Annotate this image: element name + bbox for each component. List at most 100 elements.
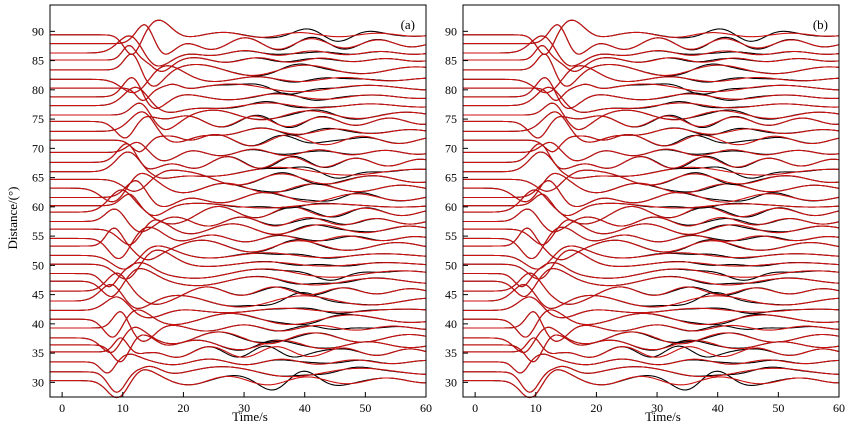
synthetic-trace bbox=[463, 337, 840, 358]
y-tick-label: 80 bbox=[445, 83, 457, 97]
synthetic-trace bbox=[50, 369, 427, 399]
observed-trace bbox=[463, 83, 840, 101]
x-tick-label: 20 bbox=[177, 401, 189, 415]
synthetic-trace bbox=[50, 219, 427, 246]
panel-a-frame bbox=[49, 4, 427, 398]
synthetic-trace bbox=[463, 141, 840, 162]
y-tick-label: 80 bbox=[32, 83, 44, 97]
synthetic-trace bbox=[50, 193, 426, 217]
x-tick-label: 0 bbox=[59, 401, 65, 415]
synthetic-trace bbox=[50, 141, 427, 162]
synthetic-trace bbox=[50, 35, 427, 67]
x-tick-label: 0 bbox=[472, 401, 478, 415]
x-tick-label: 30 bbox=[651, 401, 663, 415]
synthetic-trace bbox=[50, 151, 427, 179]
synthetic-trace bbox=[50, 262, 427, 288]
observed-trace bbox=[50, 268, 427, 298]
synthetic-trace bbox=[50, 365, 427, 393]
synthetic-trace bbox=[463, 133, 840, 153]
synthetic-trace bbox=[50, 53, 427, 87]
synthetic-trace bbox=[50, 19, 427, 55]
panel-a-y-ticks: 30 35 40 45 50 55 60 65 70 75 80 85 90 bbox=[32, 24, 55, 389]
y-tick-label: 65 bbox=[32, 171, 44, 185]
x-tick-label: 10 bbox=[117, 401, 129, 415]
observed-trace bbox=[50, 262, 427, 288]
synthetic-trace bbox=[463, 272, 840, 305]
y-tick-label: 50 bbox=[445, 258, 457, 272]
synthetic-trace bbox=[463, 268, 840, 298]
y-tick-label: 45 bbox=[445, 288, 457, 302]
synthetic-trace bbox=[463, 83, 840, 101]
synthetic-trace bbox=[463, 86, 839, 113]
synthetic-trace bbox=[50, 296, 426, 319]
synthetic-trace bbox=[463, 283, 840, 309]
synthetic-trace bbox=[463, 53, 840, 87]
y-axis-title: Distance/(°) bbox=[5, 187, 20, 250]
synthetic-trace bbox=[50, 309, 427, 338]
synthetic-trace bbox=[50, 337, 427, 358]
synthetic-trace bbox=[463, 208, 840, 233]
synthetic-trace bbox=[50, 102, 427, 131]
y-tick-label: 55 bbox=[445, 229, 457, 243]
synthetic-trace bbox=[463, 369, 840, 399]
observed-trace bbox=[463, 19, 840, 55]
synthetic-trace bbox=[463, 249, 840, 280]
panel-b-x-ticks: 0 10 20 30 40 50 60 bbox=[472, 392, 845, 415]
synthetic-trace bbox=[463, 262, 840, 288]
synthetic-trace bbox=[463, 111, 840, 143]
panel-a-x-axis-title: Time/s bbox=[232, 409, 268, 424]
x-tick-label: 50 bbox=[772, 401, 784, 415]
y-tick-label: 85 bbox=[32, 54, 44, 68]
x-tick-label: 40 bbox=[299, 401, 311, 415]
y-tick-label: 40 bbox=[32, 317, 44, 331]
synthetic-trace bbox=[463, 227, 840, 261]
y-tick-label: 70 bbox=[445, 141, 457, 155]
observed-trace bbox=[463, 45, 840, 72]
synthetic-trace bbox=[50, 245, 427, 270]
synthetic-trace bbox=[50, 180, 427, 208]
panel-b-y-ticks: 30 35 40 45 50 55 60 65 70 75 80 85 90 bbox=[445, 24, 468, 389]
synthetic-trace bbox=[50, 83, 427, 101]
synthetic-trace bbox=[50, 77, 427, 109]
y-tick-label: 40 bbox=[445, 317, 457, 331]
panel-a-x-ticks: 0 10 20 30 40 50 60 bbox=[59, 392, 432, 415]
synthetic-trace bbox=[463, 219, 840, 246]
synthetic-trace bbox=[463, 180, 840, 208]
x-tick-label: 10 bbox=[530, 401, 542, 415]
synthetic-trace bbox=[50, 111, 427, 143]
y-tick-label: 60 bbox=[32, 200, 44, 214]
synthetic-trace bbox=[50, 311, 427, 342]
synthetic-trace bbox=[50, 208, 427, 233]
synthetic-trace bbox=[463, 334, 840, 363]
y-tick-label: 90 bbox=[32, 24, 44, 38]
synthetic-trace bbox=[463, 24, 840, 55]
observed-trace bbox=[463, 268, 840, 298]
y-tick-label: 70 bbox=[32, 141, 44, 155]
synthetic-trace bbox=[463, 151, 840, 179]
synthetic-trace bbox=[50, 45, 427, 72]
synthetic-trace bbox=[463, 311, 840, 342]
observed-trace bbox=[463, 143, 840, 170]
y-tick-label: 85 bbox=[445, 54, 457, 68]
synthetic-trace bbox=[463, 326, 840, 353]
panel-b-traces bbox=[463, 19, 840, 399]
y-tick-label: 90 bbox=[445, 24, 457, 38]
synthetic-trace bbox=[463, 245, 840, 270]
synthetic-trace bbox=[463, 169, 840, 192]
synthetic-trace bbox=[50, 353, 427, 374]
synthetic-trace bbox=[463, 353, 840, 374]
panel-b-frame bbox=[462, 4, 840, 398]
observed-trace bbox=[50, 19, 427, 55]
observed-trace bbox=[50, 83, 427, 101]
observed-trace bbox=[50, 143, 427, 170]
synthetic-trace bbox=[50, 143, 427, 170]
x-tick-label: 60 bbox=[833, 401, 845, 415]
observed-trace bbox=[50, 45, 427, 72]
observed-trace bbox=[463, 369, 840, 399]
synthetic-trace bbox=[463, 193, 839, 217]
synthetic-trace bbox=[463, 143, 840, 170]
synthetic-trace bbox=[50, 133, 427, 153]
synthetic-trace bbox=[463, 77, 840, 109]
synthetic-trace bbox=[50, 334, 427, 363]
